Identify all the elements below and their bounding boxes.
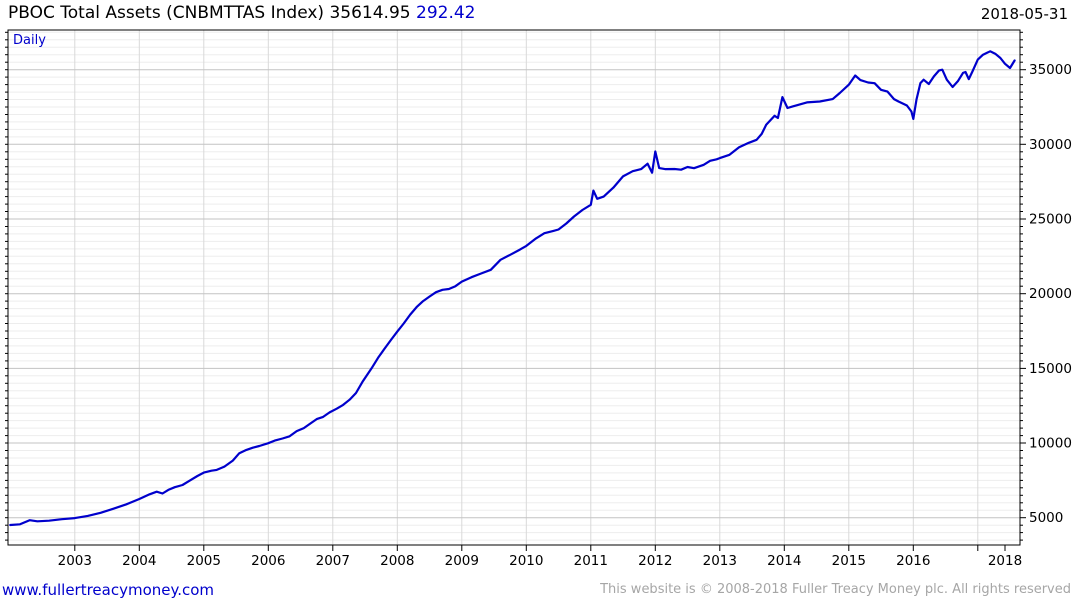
x-axis-label: 2007 — [316, 553, 350, 569]
chart-title-text: PBOC Total Assets (CNBMTTAS Index) 35614… — [8, 3, 411, 23]
y-axis-label: 5000 — [1029, 510, 1063, 526]
y-axis-label: 25000 — [1029, 212, 1072, 228]
x-axis-label: 2015 — [832, 553, 866, 569]
chart-title: PBOC Total Assets (CNBMTTAS Index) 35614… — [8, 3, 475, 23]
x-axis-label: 2003 — [58, 553, 92, 569]
x-axis-label: 2010 — [509, 553, 543, 569]
x-axis-label: 2016 — [896, 553, 930, 569]
footer-site-link[interactable]: www.fullertreacymoney.com — [2, 581, 215, 599]
x-axis-label: 2005 — [187, 553, 221, 569]
plot-border — [7, 29, 1021, 546]
price-line — [9, 50, 1016, 527]
frequency-label: Daily — [13, 33, 46, 48]
y-axis-label: 10000 — [1029, 436, 1072, 452]
x-axis-label: 2011 — [574, 553, 608, 569]
chart-change-value: 292.42 — [416, 3, 476, 23]
y-axis-label: 20000 — [1029, 286, 1072, 302]
y-axis-label: 35000 — [1029, 62, 1072, 78]
y-axis-label: 30000 — [1029, 137, 1072, 153]
x-axis-label: 2012 — [638, 553, 672, 569]
x-axis-label: 2004 — [122, 553, 156, 569]
y-axis-label: 15000 — [1029, 361, 1072, 377]
chart-date: 2018-05-31 — [980, 5, 1068, 23]
x-axis-label: 2009 — [445, 553, 479, 569]
x-axis-label: 2013 — [703, 553, 737, 569]
footer-copyright: This website is © 2008-2018 Fuller Treac… — [600, 582, 1071, 597]
x-axis-label: 2014 — [767, 553, 801, 569]
x-axis-label: 2018 — [988, 553, 1022, 569]
x-axis-label: 2006 — [251, 553, 285, 569]
x-axis-label: 2008 — [380, 553, 414, 569]
